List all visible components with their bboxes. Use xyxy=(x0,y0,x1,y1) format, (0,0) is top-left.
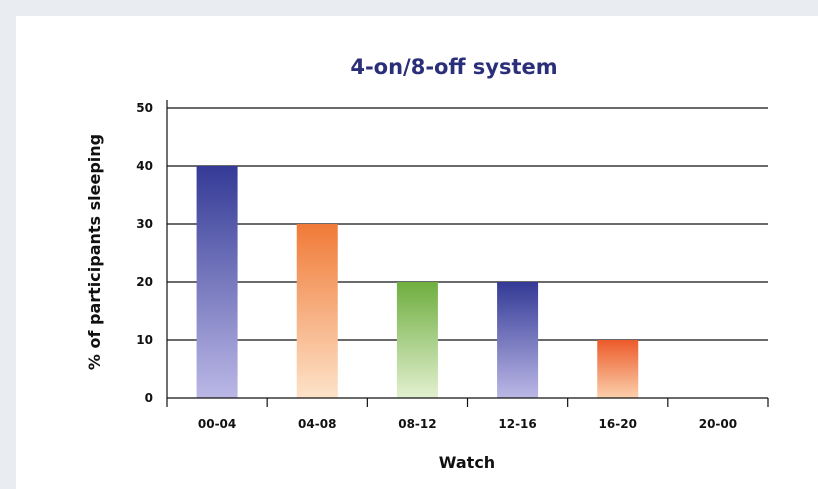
x-tick-labels: 00-04 04-08 08-12 12-16 16-20 20-00 xyxy=(198,417,737,431)
y-tick-label: 40 xyxy=(136,159,153,173)
gridlines xyxy=(167,107,768,341)
bar-16-20 xyxy=(597,340,639,398)
bar-08-12 xyxy=(396,282,438,398)
x-tick-label: 16-20 xyxy=(599,417,637,431)
bars xyxy=(196,166,639,398)
bar-04-08 xyxy=(296,224,338,398)
bar-12-16 xyxy=(497,282,539,398)
y-tick-label: 30 xyxy=(136,217,153,231)
y-tick-labels: 0 10 20 30 40 50 xyxy=(136,101,153,405)
y-tick-label: 50 xyxy=(136,101,153,115)
x-axis-label: Watch xyxy=(439,453,495,472)
y-tick-label: 0 xyxy=(145,391,153,405)
x-tick-label: 08-12 xyxy=(398,417,436,431)
x-tick-label: 00-04 xyxy=(198,417,236,431)
x-tick-label: 12-16 xyxy=(498,417,536,431)
bar-00-04 xyxy=(196,166,238,398)
y-axis-label: % of participants sleeping xyxy=(85,134,104,370)
x-tick-label: 04-08 xyxy=(298,417,336,431)
x-tick-label: 20-00 xyxy=(699,417,737,431)
chart-panel xyxy=(16,16,818,489)
axes xyxy=(166,100,769,407)
chart-title: 4-on/8-off system xyxy=(350,55,557,79)
y-tick-label: 20 xyxy=(136,275,153,289)
y-tick-label: 10 xyxy=(136,333,153,347)
